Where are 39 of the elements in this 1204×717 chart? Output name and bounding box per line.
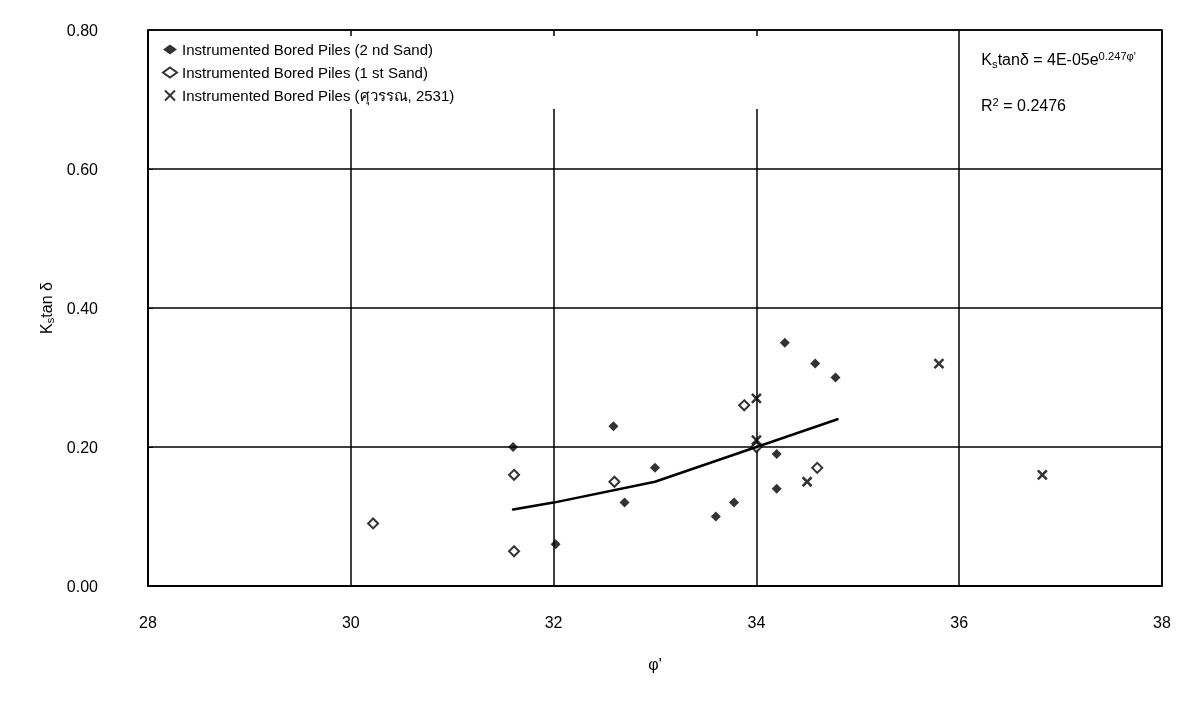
point [508, 442, 519, 452]
point [508, 468, 521, 481]
point [933, 357, 945, 370]
point [750, 392, 763, 405]
legend-label: Instrumented Bored Piles (ศุวรรณ, 2531) [182, 87, 455, 106]
x-tick-label: 28 [139, 613, 157, 631]
point [738, 399, 751, 412]
point [801, 476, 813, 488]
y-axis-title: Kstan δ [37, 281, 57, 334]
x-tick-label: 36 [950, 613, 969, 631]
point [550, 539, 561, 550]
x-tick-label: 34 [747, 613, 766, 631]
point [608, 421, 619, 432]
point [650, 462, 660, 473]
point [830, 372, 841, 383]
point [1036, 469, 1049, 481]
point [729, 497, 740, 508]
point [771, 483, 782, 494]
point [810, 358, 821, 369]
point [750, 434, 763, 446]
point [608, 475, 621, 488]
y-tick-label: 0.40 [66, 299, 99, 317]
x-tick-label: 38 [1153, 613, 1171, 631]
point [771, 448, 782, 459]
x-tick-label: 30 [341, 613, 360, 631]
point [367, 517, 380, 530]
x-axis-title: φ' [648, 655, 662, 673]
point [710, 511, 721, 522]
legend-label: Instrumented Bored Piles (2 nd Sand) [182, 41, 433, 58]
point [619, 497, 630, 508]
point [811, 461, 824, 474]
x-tick-label: 32 [544, 613, 563, 631]
point [779, 337, 790, 348]
y-tick-label: 0.20 [66, 438, 99, 456]
y-tick-label: 0.60 [66, 160, 99, 178]
y-tick-label: 0.00 [66, 577, 99, 595]
legend-label: Instrumented Bored Piles (1 st Sand) [182, 64, 428, 81]
point [508, 545, 521, 558]
y-tick-label: 0.80 [66, 21, 99, 39]
